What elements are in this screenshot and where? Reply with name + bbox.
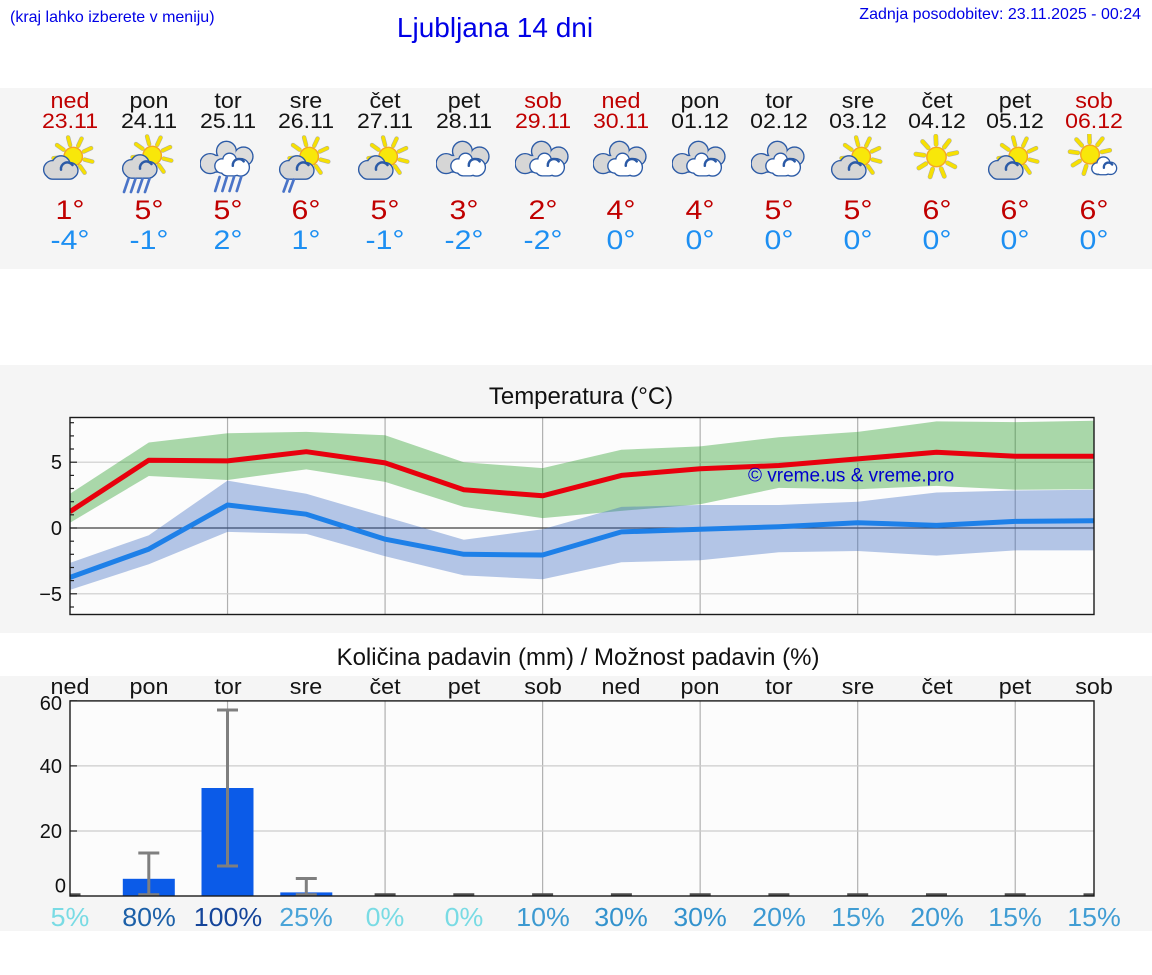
- svg-text:20: 20: [40, 821, 62, 843]
- svg-text:40: 40: [40, 756, 62, 778]
- svg-text:5: 5: [51, 452, 62, 474]
- svg-text:0: 0: [55, 876, 66, 898]
- svg-text:0: 0: [51, 518, 62, 540]
- svg-text:−5: −5: [39, 584, 62, 606]
- svg-text:© vreme.us & vreme.pro: © vreme.us & vreme.pro: [748, 466, 954, 487]
- svg-text:60: 60: [40, 693, 62, 715]
